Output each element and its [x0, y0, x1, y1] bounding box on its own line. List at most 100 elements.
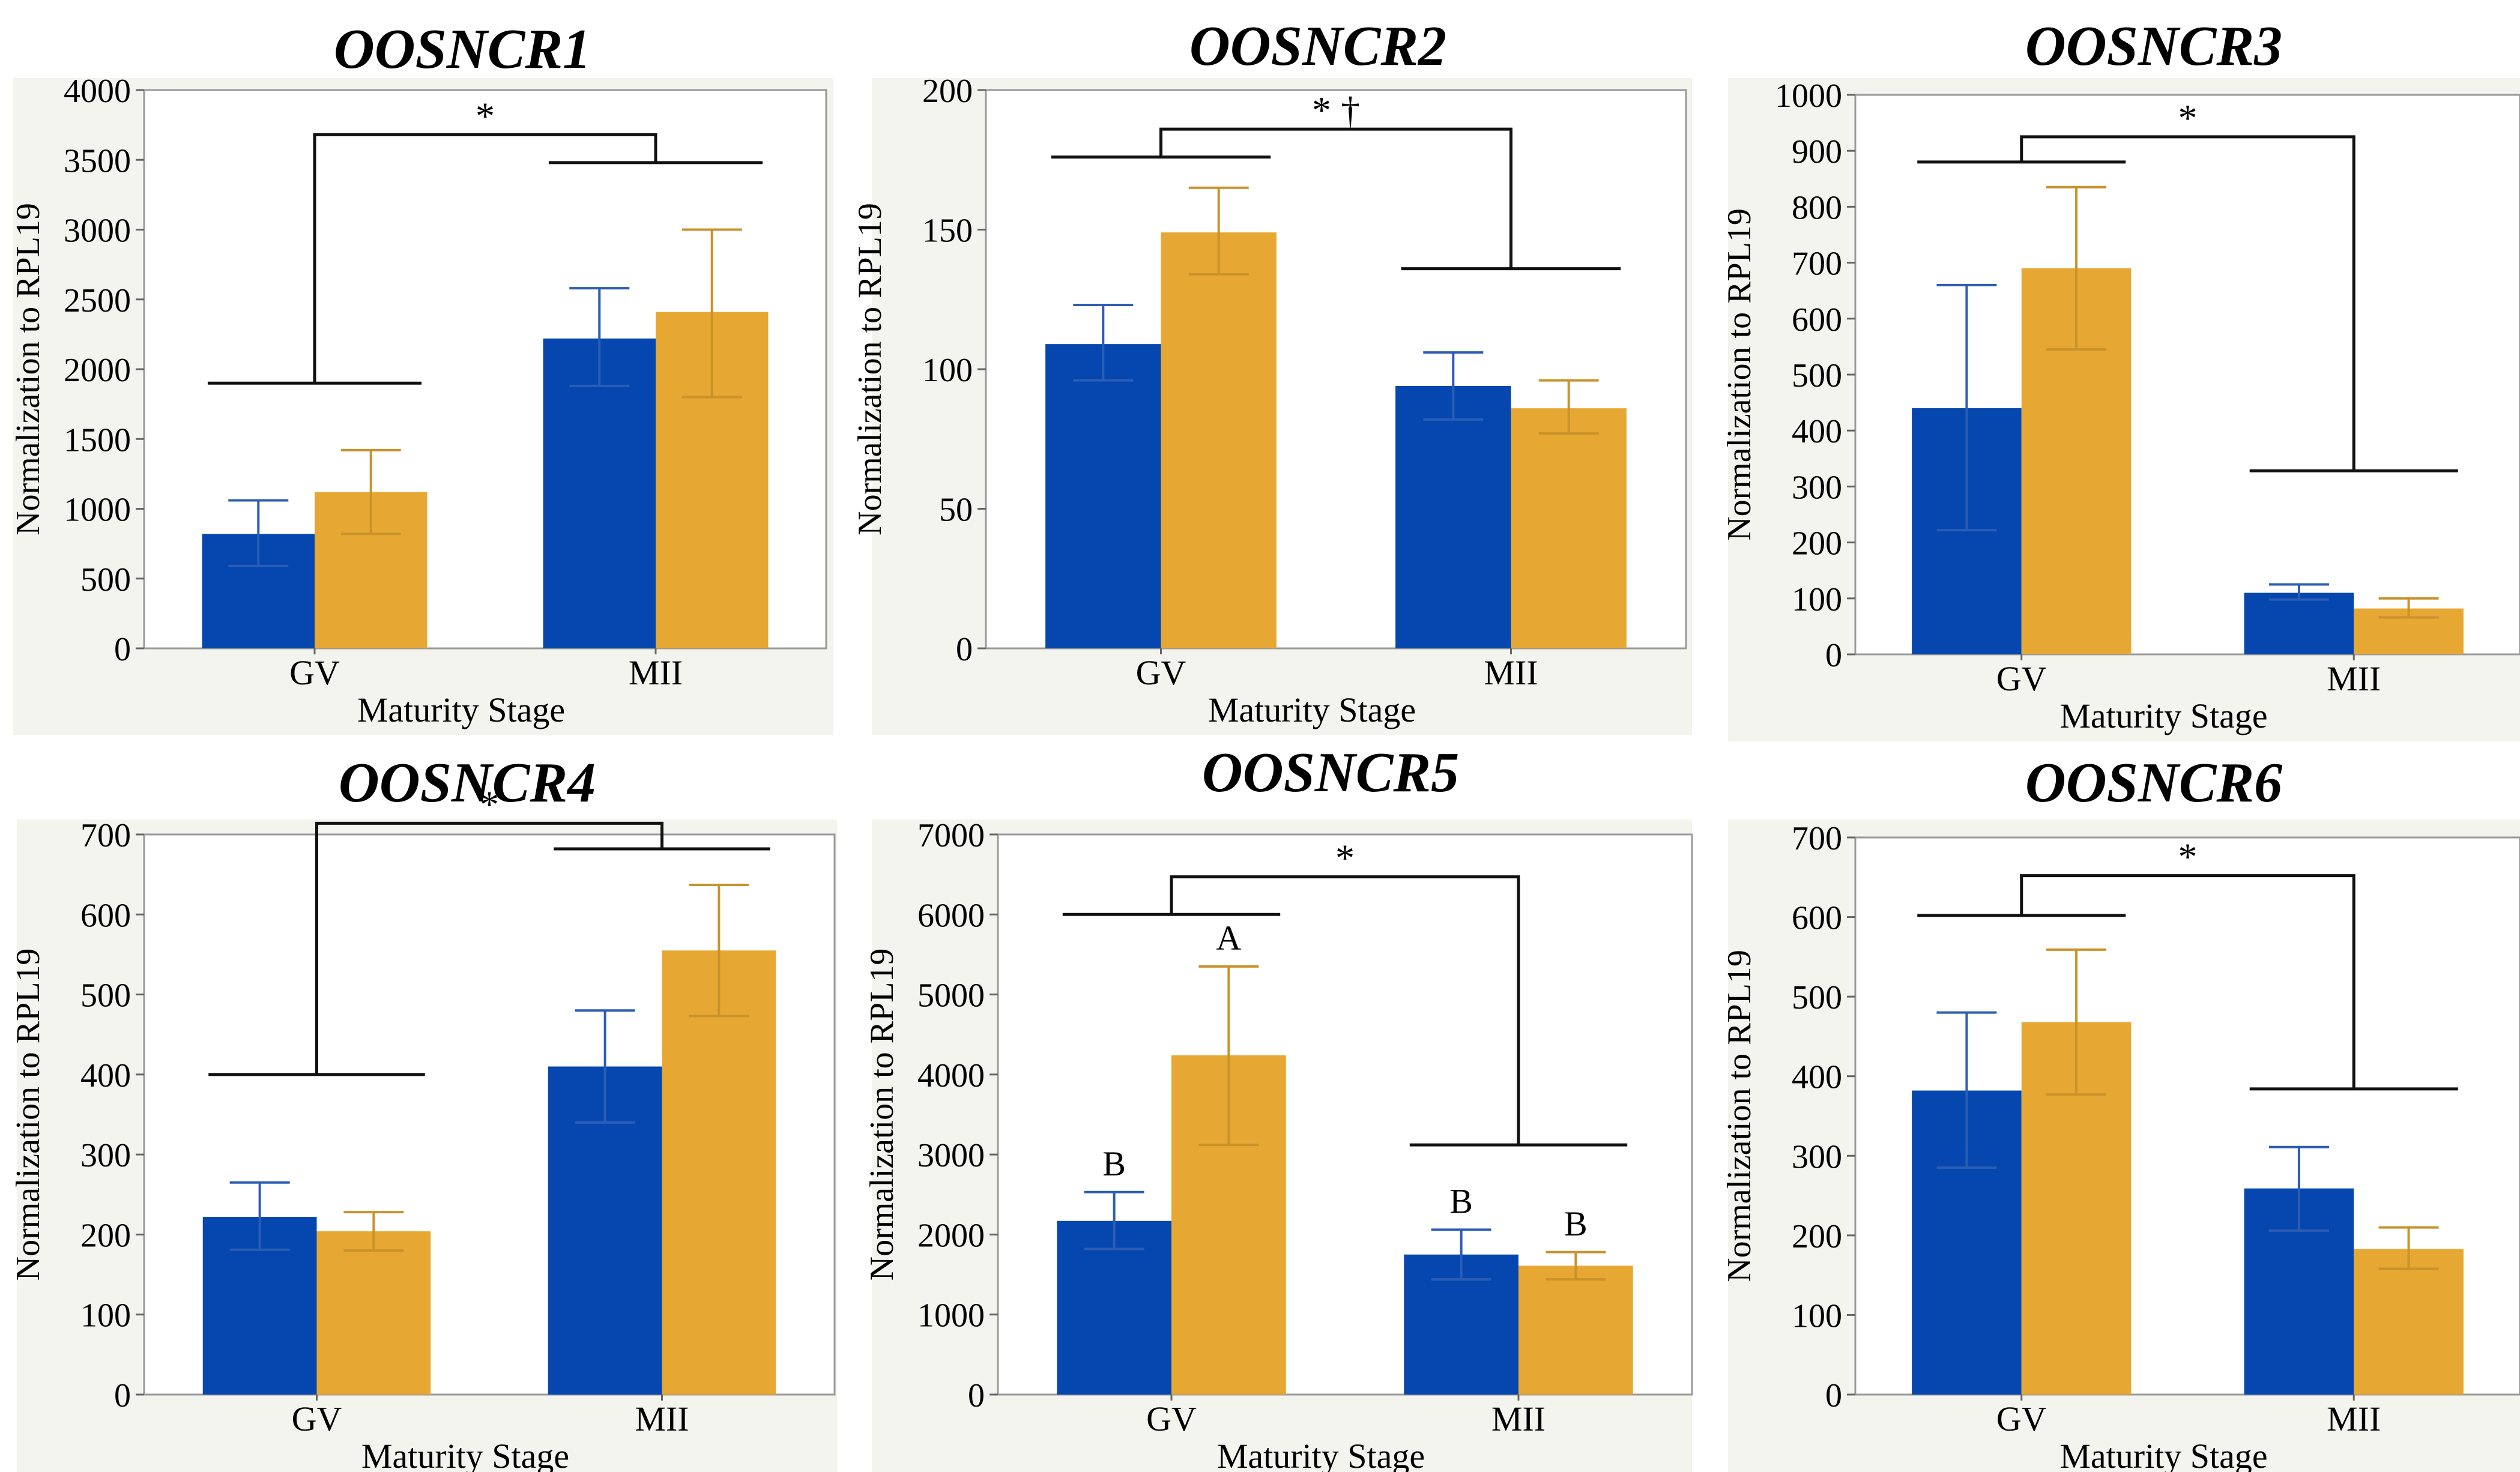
y-tick-label: 5000: [917, 977, 985, 1015]
chart-title: OOSNCR1: [334, 18, 591, 80]
x-tick-label: GV: [292, 1399, 342, 1438]
error-bar: [343, 1211, 404, 1252]
y-tick-label: 100: [1792, 1297, 1842, 1335]
y-tick-label: 0: [1825, 637, 1842, 674]
y-tick-label: 300: [1792, 1138, 1842, 1175]
x-tick-label: GV: [1136, 653, 1186, 692]
error-bar: [2378, 1226, 2439, 1270]
x-axis-label: Maturity Stage: [1217, 1437, 1425, 1472]
y-tick-label: 3000: [64, 213, 131, 250]
y-tick-label: 6000: [917, 897, 985, 934]
y-tick-label: 800: [1792, 189, 1842, 226]
bar-significance-letter: B: [1564, 1204, 1588, 1243]
chart-panel-2: OOSNCR2 0 50 100 150 200 Normalization to RPL1…: [851, 15, 1692, 735]
x-tick-label: MII: [2327, 659, 2381, 698]
y-tick-label: 500: [1792, 979, 1842, 1016]
y-tick-label: 3500: [64, 142, 131, 179]
error-bar: [2046, 948, 2107, 1096]
bar-significance-letter: B: [1449, 1181, 1473, 1220]
chart-title: OOSNCR3: [2025, 15, 2282, 77]
bar-series-2-mii: [1511, 408, 1627, 648]
y-tick-label: 200: [80, 1217, 131, 1254]
y-tick-label: 1000: [917, 1297, 985, 1335]
y-tick-label: 0: [956, 631, 973, 668]
y-tick-label: 0: [968, 1377, 985, 1414]
y-axis-label: Normalization to RPL19: [10, 203, 47, 535]
x-tick-label: MII: [2327, 1399, 2381, 1438]
significance-bracket: *: [207, 94, 763, 385]
x-tick-label: MII: [1491, 1399, 1546, 1438]
y-tick-label: 300: [80, 1137, 131, 1174]
y-tick-label: 2000: [917, 1217, 985, 1254]
y-tick-label: 900: [1792, 133, 1842, 170]
y-tick-label: 600: [80, 897, 131, 934]
y-axis-label: Normalization to RPL19: [1721, 208, 1758, 541]
error-bar: [1936, 283, 1997, 532]
error-bar: [2268, 1145, 2329, 1232]
y-axis-label: Normalization to RPL19: [851, 203, 889, 535]
y-tick-label: 7000: [917, 817, 985, 854]
y-axis-label: Normalization to RPL19: [10, 949, 47, 1281]
x-tick-label: MII: [1484, 653, 1538, 692]
error-bar: [569, 287, 630, 387]
y-tick-label: 1000: [1775, 77, 1842, 115]
error-bar: [1073, 304, 1134, 382]
chart-panel-5: OOSNCR5 0 1000 2000 3000 4000 5000 6000 7000 Norm…: [863, 741, 1693, 1472]
error-bar: [1198, 965, 1259, 1147]
error-bar: [2046, 186, 2107, 351]
chart-panel-3: OOSNCR3 0 100 200 300 400 500 600 700 800 900 1000 N…: [1721, 15, 2520, 741]
bar-series-1-mii: [1395, 385, 1511, 648]
significance-bracket: * †: [1051, 89, 1621, 271]
x-axis-label: Maturity Stage: [2059, 696, 2267, 735]
x-tick-label: GV: [289, 653, 340, 692]
y-tick-label: 700: [1792, 820, 1842, 857]
significance-bracket: *: [208, 783, 770, 1076]
x-tick-label: MII: [629, 653, 683, 692]
bracket-label: * †: [1312, 89, 1360, 131]
error-bar: [1936, 1011, 1997, 1169]
bracket-connector: [1159, 127, 1512, 269]
error-bar: [689, 883, 749, 1018]
y-tick-label: 500: [80, 977, 131, 1015]
y-axis-label: Normalization to RPL19: [863, 949, 901, 1281]
y-tick-label: 2500: [64, 282, 131, 319]
error-bar: [340, 448, 401, 535]
y-tick-label: 1000: [64, 492, 131, 529]
bar-series-1-mii: [2244, 593, 2354, 654]
bar-series-2-mii: [1518, 1265, 1633, 1395]
bar-series-2-mii: [662, 950, 776, 1395]
bar-series-2-mii: [2354, 1249, 2464, 1395]
bar-significance-letter: A: [1216, 918, 1241, 958]
bracket-label: *: [2178, 836, 2198, 878]
y-tick-label: 600: [1792, 900, 1842, 937]
y-tick-label: 500: [80, 561, 131, 599]
chart-panel-4: OOSNCR4 0 100 200 300 400 500 600 700 Normalizati…: [10, 752, 837, 1472]
error-bar: [1431, 1228, 1491, 1281]
error-bar: [2268, 583, 2329, 601]
error-bar: [229, 1181, 290, 1251]
error-bar: [1188, 186, 1249, 276]
x-axis-label: Maturity Stage: [1208, 690, 1416, 729]
bar-series-2-gv: [316, 1231, 431, 1395]
bracket-connector: [2020, 874, 2355, 1089]
error-bar: [1546, 1250, 1606, 1281]
y-tick-label: 700: [1792, 246, 1842, 283]
bar-series-1-gv: [1045, 344, 1161, 648]
y-tick-label: 400: [1792, 413, 1842, 450]
y-tick-label: 0: [1825, 1377, 1842, 1414]
y-tick-label: 500: [1792, 357, 1842, 394]
y-tick-label: 0: [114, 631, 131, 668]
x-tick-label: GV: [1996, 1399, 2047, 1438]
chart-title: OOSNCR4: [339, 752, 596, 814]
x-tick-label: GV: [1146, 1399, 1197, 1438]
bracket-connector: [1170, 875, 1520, 1145]
x-tick-label: MII: [635, 1399, 689, 1438]
y-tick-label: 0: [114, 1377, 131, 1414]
y-tick-label: 4000: [917, 1057, 985, 1094]
chart-panel-1: OOSNCR1 0 500 1000 1500 2000 2500 3000 3500 4000 N…: [10, 18, 833, 735]
y-tick-label: 400: [1792, 1059, 1842, 1096]
chart-title: OOSNCR5: [1202, 741, 1459, 804]
y-tick-label: 200: [1792, 525, 1842, 563]
error-bar: [2378, 597, 2439, 619]
